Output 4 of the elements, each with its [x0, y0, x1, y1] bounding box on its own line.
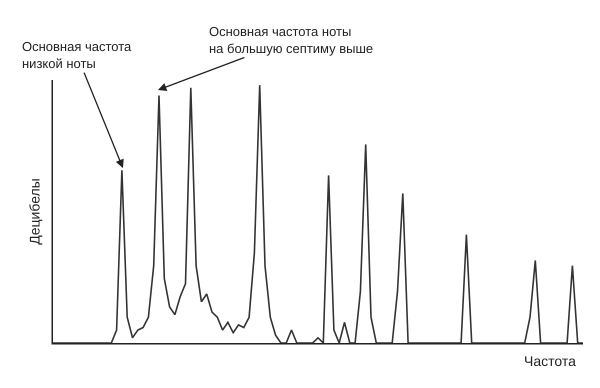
text: Основная частота низкой ноты: [22, 39, 132, 71]
y-axis-title: Децибелы: [26, 178, 42, 245]
x-axis-title: Частота: [524, 353, 576, 369]
text: Основная частота ноты на большую септиму выше: [209, 24, 374, 56]
